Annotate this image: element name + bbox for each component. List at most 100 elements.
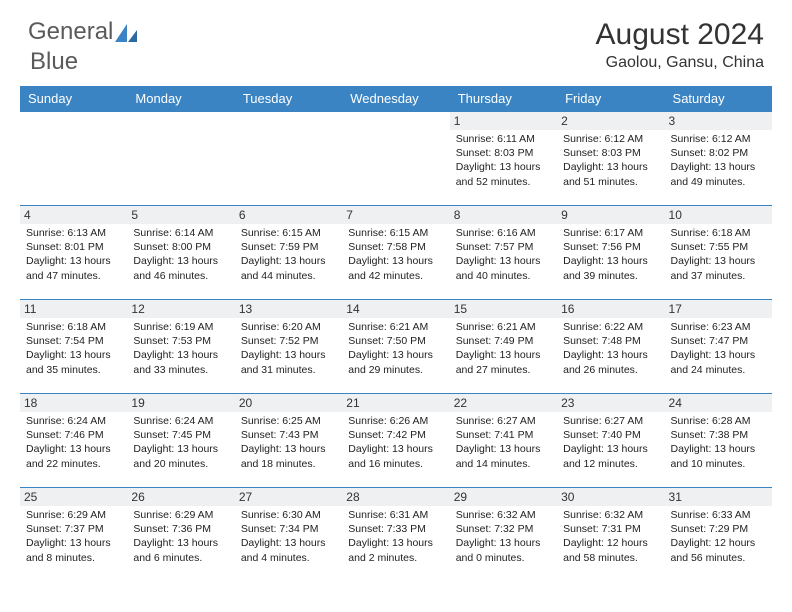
calendar-cell xyxy=(342,112,449,206)
day-info: Sunrise: 6:27 AMSunset: 7:41 PMDaylight:… xyxy=(456,414,551,471)
day-info: Sunrise: 6:19 AMSunset: 7:53 PMDaylight:… xyxy=(133,320,228,377)
day-header: Saturday xyxy=(665,86,772,112)
day-info: Sunrise: 6:31 AMSunset: 7:33 PMDaylight:… xyxy=(348,508,443,565)
page-header: General August 2024 Gaolou, Gansu, China xyxy=(0,0,792,80)
calendar-cell: 18Sunrise: 6:24 AMSunset: 7:46 PMDayligh… xyxy=(20,394,127,488)
day-info: Sunrise: 6:27 AMSunset: 7:40 PMDaylight:… xyxy=(563,414,658,471)
calendar-cell: 7 Sunrise: 6:15 AMSunset: 7:58 PMDaylight… xyxy=(342,206,449,300)
day-number: 6 xyxy=(235,206,342,224)
day-info: Sunrise: 6:29 AMSunset: 7:36 PMDaylight:… xyxy=(133,508,228,565)
brand-word2: Blue xyxy=(30,48,78,76)
day-number: 11 xyxy=(20,300,127,318)
day-number: 12 xyxy=(127,300,234,318)
day-info: Sunrise: 6:29 AMSunset: 7:37 PMDaylight:… xyxy=(26,508,121,565)
day-number: 23 xyxy=(557,394,664,412)
month-title: August 2024 xyxy=(596,18,764,52)
day-number: 15 xyxy=(450,300,557,318)
calendar-cell: 17 Sunrise: 6:23 AMSunset: 7:47 PMDayligh… xyxy=(665,300,772,394)
day-info: Sunrise: 6:11 AMSunset: 8:03 PMDaylight:… xyxy=(456,132,551,189)
day-number: 16 xyxy=(557,300,664,318)
day-info: Sunrise: 6:15 AMSunset: 7:59 PMDaylight:… xyxy=(241,226,336,283)
day-number: 27 xyxy=(235,488,342,506)
day-number: 2 xyxy=(557,112,664,130)
day-number: 7 xyxy=(342,206,449,224)
location: Gaolou, Gansu, China xyxy=(596,54,764,72)
day-info: Sunrise: 6:28 AMSunset: 7:38 PMDaylight:… xyxy=(671,414,766,471)
day-number: 9 xyxy=(557,206,664,224)
calendar-cell: 2 Sunrise: 6:12 AMSunset: 8:03 PMDaylight… xyxy=(557,112,664,206)
brand-word1: General xyxy=(28,18,113,46)
day-number: 25 xyxy=(20,488,127,506)
calendar-cell: 12 Sunrise: 6:19 AMSunset: 7:53 PMDayligh… xyxy=(127,300,234,394)
calendar-cell: 21Sunrise: 6:26 AMSunset: 7:42 PMDayligh… xyxy=(342,394,449,488)
day-info: Sunrise: 6:22 AMSunset: 7:48 PMDaylight:… xyxy=(563,320,658,377)
calendar-cell: 5 Sunrise: 6:14 AMSunset: 8:00 PMDaylight… xyxy=(127,206,234,300)
calendar-cell: 31 Sunrise: 6:33 AMSunset: 7:29 PMDayligh… xyxy=(665,488,772,582)
day-info: Sunrise: 6:33 AMSunset: 7:29 PMDaylight:… xyxy=(671,508,766,565)
day-number: 1 xyxy=(450,112,557,130)
day-number: 26 xyxy=(127,488,234,506)
day-number: 29 xyxy=(450,488,557,506)
day-info: Sunrise: 6:18 AMSunset: 7:55 PMDaylight:… xyxy=(671,226,766,283)
day-header: Monday xyxy=(127,86,234,112)
day-number: 3 xyxy=(665,112,772,130)
day-info: Sunrise: 6:24 AMSunset: 7:46 PMDaylight:… xyxy=(26,414,121,471)
calendar-cell: 10Sunrise: 6:18 AMSunset: 7:55 PMDayligh… xyxy=(665,206,772,300)
calendar-cell: 9 Sunrise: 6:17 AMSunset: 7:56 PMDaylight… xyxy=(557,206,664,300)
calendar-cell xyxy=(235,112,342,206)
day-info: Sunrise: 6:23 AMSunset: 7:47 PMDaylight:… xyxy=(671,320,766,377)
calendar-cell: 3 Sunrise: 6:12 AMSunset: 8:02 PMDaylight… xyxy=(665,112,772,206)
calendar-cell: 4 Sunrise: 6:13 AMSunset: 8:01 PMDaylight… xyxy=(20,206,127,300)
day-number: 22 xyxy=(450,394,557,412)
calendar-body: 1 Sunrise: 6:11 AMSunset: 8:03 PMDaylight… xyxy=(20,112,772,582)
day-info: Sunrise: 6:12 AMSunset: 8:03 PMDaylight:… xyxy=(563,132,658,189)
day-number: 13 xyxy=(235,300,342,318)
day-info: Sunrise: 6:18 AMSunset: 7:54 PMDaylight:… xyxy=(26,320,121,377)
calendar-table: SundayMondayTuesdayWednesdayThursdayFrid… xyxy=(20,86,772,582)
day-header: Friday xyxy=(557,86,664,112)
calendar-cell: 15 Sunrise: 6:21 AMSunset: 7:49 PMDayligh… xyxy=(450,300,557,394)
day-info: Sunrise: 6:21 AMSunset: 7:50 PMDaylight:… xyxy=(348,320,443,377)
day-number: 5 xyxy=(127,206,234,224)
day-header: Tuesday xyxy=(235,86,342,112)
calendar-cell: 23 Sunrise: 6:27 AMSunset: 7:40 PMDayligh… xyxy=(557,394,664,488)
day-number: 28 xyxy=(342,488,449,506)
day-info: Sunrise: 6:30 AMSunset: 7:34 PMDaylight:… xyxy=(241,508,336,565)
day-number: 21 xyxy=(342,394,449,412)
calendar-cell xyxy=(127,112,234,206)
day-info: Sunrise: 6:15 AMSunset: 7:58 PMDaylight:… xyxy=(348,226,443,283)
calendar-cell xyxy=(20,112,127,206)
calendar-cell: 28 Sunrise: 6:31 AMSunset: 7:33 PMDayligh… xyxy=(342,488,449,582)
sail-icon xyxy=(115,21,137,39)
calendar-cell: 29 Sunrise: 6:32 AMSunset: 7:32 PMDayligh… xyxy=(450,488,557,582)
brand-logo: General xyxy=(28,18,137,46)
calendar-cell: 8Sunrise: 6:16 AMSunset: 7:57 PMDaylight… xyxy=(450,206,557,300)
calendar-cell: 19Sunrise: 6:24 AMSunset: 7:45 PMDayligh… xyxy=(127,394,234,488)
calendar-cell: 24 Sunrise: 6:28 AMSunset: 7:38 PMDayligh… xyxy=(665,394,772,488)
calendar-cell: 16 Sunrise: 6:22 AMSunset: 7:48 PMDayligh… xyxy=(557,300,664,394)
day-info: Sunrise: 6:24 AMSunset: 7:45 PMDaylight:… xyxy=(133,414,228,471)
day-number: 24 xyxy=(665,394,772,412)
day-number: 30 xyxy=(557,488,664,506)
title-block: August 2024 Gaolou, Gansu, China xyxy=(596,18,764,72)
day-number: 31 xyxy=(665,488,772,506)
calendar-cell: 1 Sunrise: 6:11 AMSunset: 8:03 PMDaylight… xyxy=(450,112,557,206)
day-info: Sunrise: 6:16 AMSunset: 7:57 PMDaylight:… xyxy=(456,226,551,283)
day-number: 4 xyxy=(20,206,127,224)
day-info: Sunrise: 6:14 AMSunset: 8:00 PMDaylight:… xyxy=(133,226,228,283)
calendar-head: SundayMondayTuesdayWednesdayThursdayFrid… xyxy=(20,86,772,112)
day-header: Sunday xyxy=(20,86,127,112)
day-number: 14 xyxy=(342,300,449,318)
day-info: Sunrise: 6:12 AMSunset: 8:02 PMDaylight:… xyxy=(671,132,766,189)
day-info: Sunrise: 6:17 AMSunset: 7:56 PMDaylight:… xyxy=(563,226,658,283)
calendar-cell: 27 Sunrise: 6:30 AMSunset: 7:34 PMDayligh… xyxy=(235,488,342,582)
calendar-cell: 11 Sunrise: 6:18 AMSunset: 7:54 PMDayligh… xyxy=(20,300,127,394)
calendar-cell: 25 Sunrise: 6:29 AMSunset: 7:37 PMDayligh… xyxy=(20,488,127,582)
day-number: 20 xyxy=(235,394,342,412)
day-info: Sunrise: 6:32 AMSunset: 7:32 PMDaylight:… xyxy=(456,508,551,565)
calendar-cell: 13Sunrise: 6:20 AMSunset: 7:52 PMDayligh… xyxy=(235,300,342,394)
day-info: Sunrise: 6:21 AMSunset: 7:49 PMDaylight:… xyxy=(456,320,551,377)
day-number: 17 xyxy=(665,300,772,318)
calendar-cell: 26 Sunrise: 6:29 AMSunset: 7:36 PMDayligh… xyxy=(127,488,234,582)
day-info: Sunrise: 6:13 AMSunset: 8:01 PMDaylight:… xyxy=(26,226,121,283)
